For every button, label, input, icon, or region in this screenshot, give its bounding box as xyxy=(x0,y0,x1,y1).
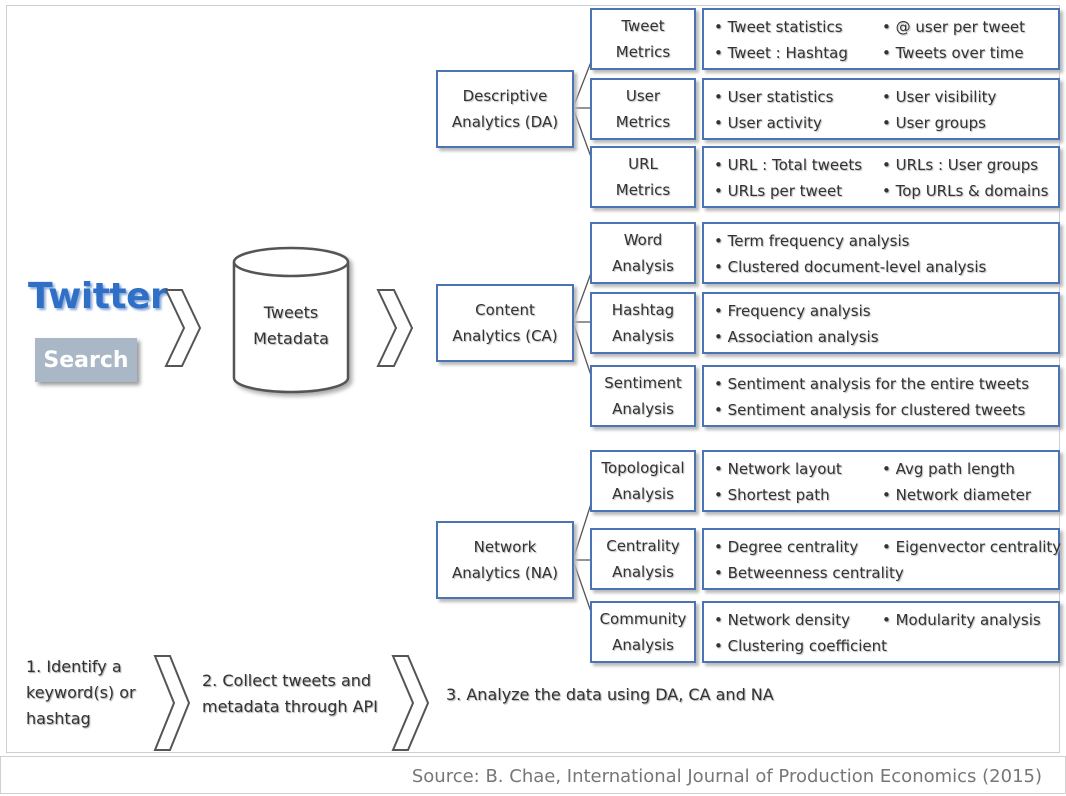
detail-item: • Avg path length xyxy=(882,460,1015,478)
url-metrics-details: • URL : Total tweets • URLs : User group… xyxy=(702,146,1060,208)
box-label-line: Metrics xyxy=(615,113,671,131)
detail-item: • Network diameter xyxy=(882,486,1032,504)
step-line: 3. Analyze the data using DA, CA and NA xyxy=(446,685,774,704)
chevron-arrow-icon xyxy=(391,655,430,751)
database-label: Tweets Metadata xyxy=(234,300,348,352)
detail-item: • Frequency analysis xyxy=(714,302,871,320)
user-metrics-box: User Metrics xyxy=(590,78,696,140)
detail-item: • Sentiment analysis for clustered tweet… xyxy=(714,401,1026,419)
topological-analysis-box: Topological Analysis xyxy=(590,450,696,512)
box-label-line: Topological xyxy=(601,459,685,477)
step-line: keyword(s) or xyxy=(26,683,136,702)
source-citation: Source: B. Chae, International Journal o… xyxy=(411,766,1042,787)
box-label-line: User xyxy=(625,87,661,105)
detail-item: • Sentiment analysis for the entire twee… xyxy=(714,375,1030,393)
box-label-line: Sentiment xyxy=(604,374,682,392)
twitter-logo-text: Twitter xyxy=(28,276,168,317)
detail-item: • Term frequency analysis xyxy=(714,232,910,250)
detail-item: • URLs per tweet xyxy=(714,182,843,200)
box-label-line: Analysis xyxy=(612,563,674,581)
box-label-line: Analytics (CA) xyxy=(452,327,558,345)
hashtag-analysis-box: Hashtag Analysis xyxy=(590,292,696,354)
topological-analysis-details: • Network layout • Avg path length • Sho… xyxy=(702,450,1060,512)
detail-item: • @ user per tweet xyxy=(882,18,1026,36)
tweet-metrics-box: Tweet Metrics xyxy=(590,8,696,70)
detail-item: • User statistics xyxy=(714,88,834,106)
detail-item: • Tweet statistics xyxy=(714,18,843,36)
step-1: 1. Identify a keyword(s) or hashtag xyxy=(26,654,136,732)
step-line: metadata through API xyxy=(202,697,378,716)
box-label-line: Hashtag xyxy=(611,301,675,319)
tweet-metrics-details: • Tweet statistics • @ user per tweet • … xyxy=(702,8,1060,70)
step-3: 3. Analyze the data using DA, CA and NA xyxy=(446,682,774,708)
box-label-line: Analysis xyxy=(612,636,674,654)
detail-item: • Network density xyxy=(714,611,851,629)
centrality-analysis-details: • Degree centrality • Eigenvector centra… xyxy=(702,528,1062,590)
box-label-line: Analytics (NA) xyxy=(451,564,559,582)
sentiment-analysis-details: • Sentiment analysis for the entire twee… xyxy=(702,365,1060,427)
box-label-line: Analysis xyxy=(612,327,674,345)
descriptive-analytics-box: Descriptive Analytics (DA) xyxy=(436,70,574,148)
community-analysis-box: Community Analysis xyxy=(590,601,696,663)
url-metrics-box: URL Metrics xyxy=(590,146,696,208)
sentiment-analysis-box: Sentiment Analysis xyxy=(590,365,696,427)
detail-item: • User activity xyxy=(714,114,822,132)
detail-item: • Network layout xyxy=(714,460,842,478)
search-button: Search xyxy=(35,338,137,382)
detail-item: • Betweenness centrality xyxy=(714,564,904,582)
step-2: 2. Collect tweets and metadata through A… xyxy=(202,668,378,720)
community-analysis-details: • Network density • Modularity analysis … xyxy=(702,601,1060,663)
box-label-line: Analysis xyxy=(612,485,674,503)
detail-item: • User groups xyxy=(882,114,986,132)
network-analytics-box: Network Analytics (NA) xyxy=(436,521,574,599)
hashtag-analysis-details: • Frequency analysis • Association analy… xyxy=(702,292,1060,354)
box-label-line: Metrics xyxy=(615,181,671,199)
content-analytics-box: Content Analytics (CA) xyxy=(436,284,574,362)
centrality-analysis-box: Centrality Analysis xyxy=(590,528,696,590)
user-metrics-details: • User statistics • User visibility • Us… xyxy=(702,78,1060,140)
chevron-arrow-icon xyxy=(164,289,202,367)
detail-item: • Top URLs & domains xyxy=(882,182,1049,200)
box-label-line: Analysis xyxy=(612,257,674,275)
word-analysis-box: Word Analysis xyxy=(590,222,696,284)
step-line: 1. Identify a xyxy=(26,657,122,676)
box-label-line: Descriptive xyxy=(462,87,548,105)
step-line: 2. Collect tweets and xyxy=(202,671,372,690)
box-label-line: Tweet xyxy=(621,17,665,35)
step-line: hashtag xyxy=(26,709,91,728)
box-label-line: Content xyxy=(475,301,535,319)
detail-item: • Tweets over time xyxy=(882,44,1024,62)
detail-item: • Eigenvector centrality xyxy=(882,538,1062,556)
detail-item: • Association analysis xyxy=(714,328,879,346)
box-label-line: Word xyxy=(623,231,663,249)
detail-item: • Shortest path xyxy=(714,486,830,504)
detail-item: • Modularity analysis xyxy=(882,611,1041,629)
database-label-line: Tweets xyxy=(263,303,319,322)
chevron-arrow-icon xyxy=(153,655,191,751)
box-label-line: Network xyxy=(473,538,537,556)
database-cylinder-icon xyxy=(232,246,350,394)
detail-item: • Clustering coefficient xyxy=(714,637,888,655)
detail-item: • Clustered document-level analysis xyxy=(714,258,987,276)
box-label-line: Centrality xyxy=(606,537,680,555)
box-label-line: URL xyxy=(628,155,658,173)
detail-item: • User visibility xyxy=(882,88,997,106)
word-analysis-details: • Term frequency analysis • Clustered do… xyxy=(702,222,1060,284)
box-label-line: Community xyxy=(599,610,687,628)
box-label-line: Analysis xyxy=(612,400,674,418)
detail-item: • Tweet : Hashtag xyxy=(714,44,848,62)
database-label-line: Metadata xyxy=(253,329,329,348)
detail-item: • URLs : User groups xyxy=(882,156,1039,174)
chevron-arrow-icon xyxy=(376,289,414,367)
box-label-line: Metrics xyxy=(615,43,671,61)
detail-item: • Degree centrality xyxy=(714,538,859,556)
detail-item: • URL : Total tweets xyxy=(714,156,863,174)
box-label-line: Analytics (DA) xyxy=(451,113,559,131)
